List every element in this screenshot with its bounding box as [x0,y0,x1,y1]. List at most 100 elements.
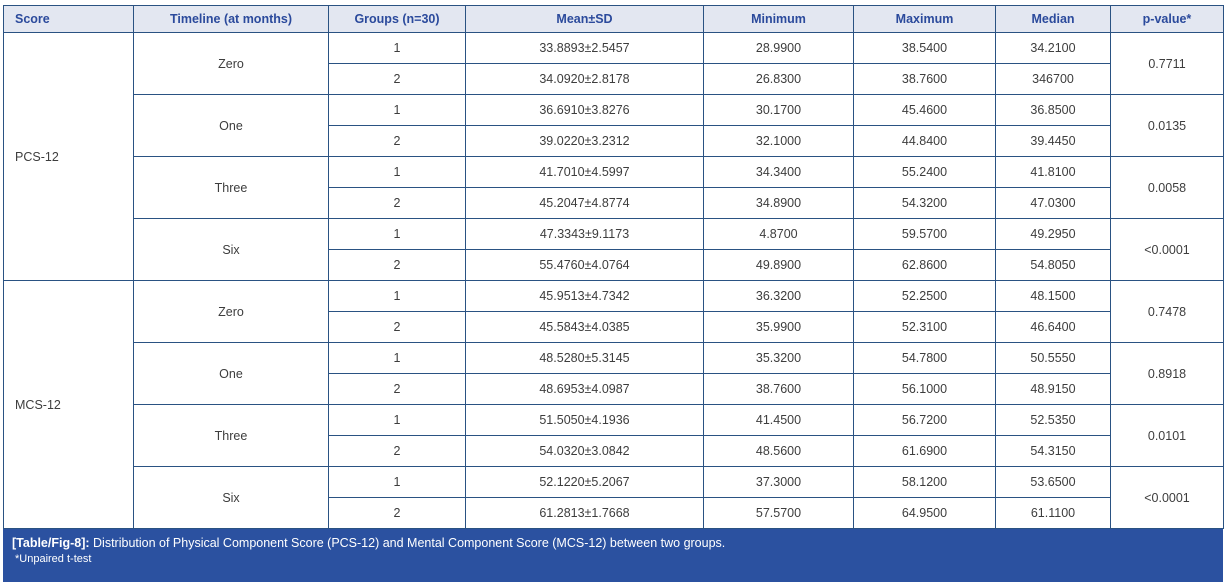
p-value-cell: 0.7478 [1110,280,1224,343]
timeline-cell: Three [133,404,329,467]
maximum-cell: 44.8400 [853,125,996,157]
col-header-median: Median [995,5,1111,33]
median-cell: 53.6500 [995,466,1111,498]
median-cell: 54.3150 [995,435,1111,467]
table-row: Six 1 47.3343±9.1173 4.8700 59.5700 49.2… [4,218,1224,281]
minimum-cell: 48.5600 [703,435,854,467]
table-row: 2 61.2813±1.7668 57.5700 64.9500 61.1100 [4,497,1224,529]
timeline-cell: One [133,94,329,157]
maximum-cell: 52.2500 [853,280,996,312]
minimum-cell: 57.5700 [703,497,854,529]
score-cell-pcs12: PCS-12 [3,32,134,281]
col-header-score: Score [3,5,134,33]
minimum-cell: 28.9900 [703,32,854,64]
timeline-cell: One [133,342,329,405]
maximum-cell: 56.1000 [853,373,996,405]
timeline-cell: Three [133,156,329,219]
group-cell: 1 [328,342,466,374]
p-value-cell: 0.0058 [1110,156,1224,219]
group-cell: 1 [328,280,466,312]
group-cell: 2 [328,249,466,281]
col-header-maximum: Maximum [853,5,996,33]
maximum-cell: 38.7600 [853,63,996,95]
median-cell: 61.1100 [995,497,1111,529]
group-cell: 1 [328,32,466,64]
table-row: 2 39.0220±3.2312 32.1000 44.8400 39.4450 [4,125,1224,157]
p-value-cell: 0.7711 [1110,32,1224,95]
median-cell: 41.8100 [995,156,1111,188]
score-cell-mcs12: MCS-12 [3,280,134,529]
maximum-cell: 54.7800 [853,342,996,374]
maximum-cell: 58.1200 [853,466,996,498]
maximum-cell: 54.3200 [853,187,996,219]
group-cell: 2 [328,125,466,157]
timeline-cell: Six [133,218,329,281]
median-cell: 54.8050 [995,249,1111,281]
minimum-cell: 38.7600 [703,373,854,405]
timeline-cell: Zero [133,280,329,343]
col-header-p-value: p-value* [1110,5,1224,33]
p-value-cell: 0.0101 [1110,404,1224,467]
table-row: Three 1 41.7010±4.5997 34.3400 55.2400 4… [4,156,1224,219]
mean-sd-cell: 52.1220±5.2067 [465,466,704,498]
minimum-cell: 35.3200 [703,342,854,374]
table-row: 2 55.4760±4.0764 49.8900 62.8600 54.8050 [4,249,1224,281]
maximum-cell: 56.7200 [853,404,996,436]
group-cell: 2 [328,63,466,95]
minimum-cell: 36.3200 [703,280,854,312]
col-header-timeline: Timeline (at months) [133,5,329,33]
mean-sd-cell: 54.0320±3.0842 [465,435,704,467]
mean-sd-cell: 51.5050±4.1936 [465,404,704,436]
results-table: Score Timeline (at months) Groups (n=30)… [3,5,1224,529]
minimum-cell: 35.9900 [703,311,854,343]
mean-sd-cell: 61.2813±1.7668 [465,497,704,529]
maximum-cell: 64.9500 [853,497,996,529]
median-cell: 48.1500 [995,280,1111,312]
caption-bar: [Table/Fig-8]: Distribution of Physical … [3,529,1223,582]
maximum-cell: 61.6900 [853,435,996,467]
group-cell: 1 [328,404,466,436]
minimum-cell: 37.3000 [703,466,854,498]
p-value-cell: <0.0001 [1110,218,1224,281]
maximum-cell: 59.5700 [853,218,996,250]
minimum-cell: 41.4500 [703,404,854,436]
mean-sd-cell: 33.8893±2.5457 [465,32,704,64]
p-value-cell: 0.0135 [1110,94,1224,157]
maximum-cell: 52.3100 [853,311,996,343]
group-cell: 2 [328,497,466,529]
table-caption: [Table/Fig-8]: Distribution of Physical … [12,535,1213,552]
maximum-cell: 55.2400 [853,156,996,188]
table-row: MCS-12 Zero 1 45.9513±4.7342 36.3200 52.… [3,280,1224,529]
mean-sd-cell: 48.6953±4.0987 [465,373,704,405]
mean-sd-cell: 48.5280±5.3145 [465,342,704,374]
mean-sd-cell: 45.5843±4.0385 [465,311,704,343]
col-header-mean-sd: Mean±SD [465,5,704,33]
timeline-cell: Zero [133,32,329,95]
mean-sd-cell: 39.0220±3.2312 [465,125,704,157]
mean-sd-cell: 41.7010±4.5997 [465,156,704,188]
median-cell: 346700 [995,63,1111,95]
mean-sd-cell: 55.4760±4.0764 [465,249,704,281]
minimum-cell: 30.1700 [703,94,854,126]
median-cell: 52.5350 [995,404,1111,436]
group-cell: 2 [328,311,466,343]
table-row: One 1 36.6910±3.8276 30.1700 45.4600 36.… [4,94,1224,157]
table-row: Three 1 51.5050±4.1936 41.4500 56.7200 5… [4,404,1224,467]
caption-tag: [Table/Fig-8]: [12,536,90,550]
group-cell: 1 [328,466,466,498]
caption-text: Distribution of Physical Component Score… [89,536,726,550]
mean-sd-cell: 47.3343±9.1173 [465,218,704,250]
group-cell: 1 [328,218,466,250]
p-value-cell: <0.0001 [1110,466,1224,529]
mean-sd-cell: 36.6910±3.8276 [465,94,704,126]
table-row: 2 45.5843±4.0385 35.9900 52.3100 46.6400 [4,311,1224,343]
header-row: Score Timeline (at months) Groups (n=30)… [3,5,1224,33]
table-row: PCS-12 Zero 1 33.8893±2.5457 28.9900 38.… [3,32,1224,281]
median-cell: 46.6400 [995,311,1111,343]
group-cell: 2 [328,435,466,467]
mean-sd-cell: 45.2047±4.8774 [465,187,704,219]
maximum-cell: 62.8600 [853,249,996,281]
p-value-cell: 0.8918 [1110,342,1224,405]
median-cell: 49.2950 [995,218,1111,250]
median-cell: 36.8500 [995,94,1111,126]
